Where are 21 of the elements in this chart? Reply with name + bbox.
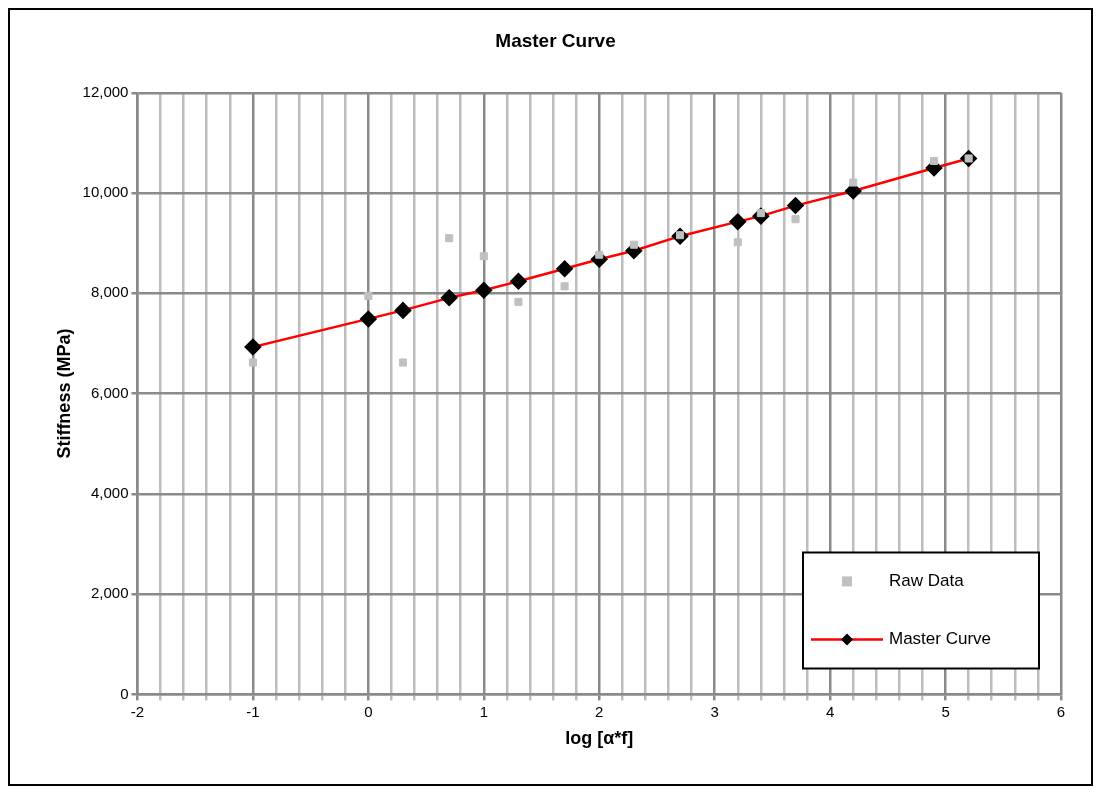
legend-label: Master Curve (889, 629, 992, 649)
x-axis-title: log [α*f] (565, 728, 634, 749)
y-tick-label: 2,000 (90, 584, 129, 602)
x-tick-label: 5 (941, 702, 950, 720)
y-tick-label: 10,000 (82, 183, 129, 201)
legend-label: Raw Data (889, 571, 965, 591)
x-tick-label: 1 (479, 702, 488, 720)
y-tick-label: 0 (120, 684, 129, 702)
y-tick-label: 4,000 (90, 484, 129, 502)
x-tick-label: -1 (246, 702, 260, 720)
y-tick-label: 12,000 (82, 82, 129, 100)
x-tick-label: 0 (364, 702, 373, 720)
y-tick-label: 8,000 (90, 283, 129, 301)
x-tick-label: 6 (1056, 702, 1066, 720)
x-tick-label: 2 (595, 702, 604, 720)
y-axis-title: Stiffness (MPa) (53, 328, 74, 459)
x-tick-label: 4 (825, 702, 835, 720)
chart-title: Master Curve (495, 29, 616, 51)
y-tick-label: 6,000 (90, 383, 129, 401)
x-tick-label: -2 (130, 702, 145, 720)
x-tick-label: 3 (710, 702, 719, 720)
